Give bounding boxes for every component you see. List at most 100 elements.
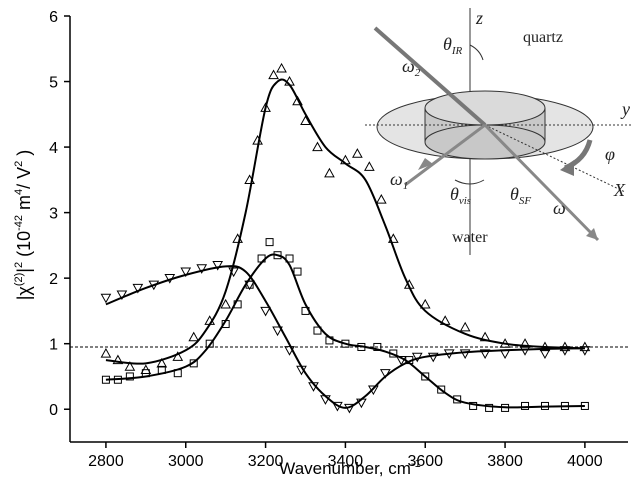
inset-label-text: φ [605,144,615,164]
triangle-down-point [132,283,144,294]
triangle-up-point [268,69,279,80]
y-axis-label-part: 2 [13,161,25,167]
square-point [205,339,214,348]
cylinder-top [424,90,546,126]
triangle-down-point [272,326,283,337]
inset-label: z [475,8,483,28]
triangle-up-point [419,298,431,309]
triangle-up-point [519,338,531,348]
arrow-head [560,160,574,176]
inset-label: water [452,229,488,246]
x-axis-line [484,124,626,193]
triangle-up-point [352,148,363,158]
inset-label: y [620,99,630,119]
y-axis-label-part: 2 [13,262,25,268]
square-point [421,372,430,381]
inset-label: φ [605,144,615,164]
fit-line [105,78,585,365]
triangle-up-point [324,167,335,178]
y-axis-label-part: / V [14,167,34,189]
triangle-down-point [579,346,591,356]
triangle-down-point [244,280,255,291]
triangle-up-point [312,141,323,152]
y-tick-label: 6 [49,9,58,26]
y-axis-label-part: (10 [14,231,34,262]
fit-line [105,265,585,409]
square-point [485,403,494,412]
inset-label-text: y [620,99,630,119]
triangle-up-point [459,321,471,332]
y-axis-label-part: m [14,195,34,215]
x-axis-label-part: Wavenumber, cm [279,459,411,478]
arrow-head [586,228,598,240]
ir-beam [373,26,487,127]
inset-label-sub: vis [459,195,471,207]
square-point [521,401,530,410]
triangle-up-point [100,347,112,358]
triangle-down-point [479,349,491,360]
triangle-up-point [300,115,311,125]
x-tick-label: 3800 [487,453,523,470]
y-axis-label-part: ) [14,150,34,161]
inset-label: ω1 [390,169,408,192]
y-axis-label-part: -42 [13,215,25,231]
sf-beam [483,123,600,242]
inset-label: θvis [450,184,471,207]
triangle-down-point [180,267,192,278]
angle-arc [469,44,484,61]
y-axis-label: |χ(2)|2 (10-42 m4/ V2 ) [13,150,34,301]
triangle-down-point [519,346,531,356]
inset-label-text: quartz [523,29,563,46]
inset-label-text: θ [443,34,452,54]
inset-label-text: ω [402,56,415,76]
inset-label-sub: IR [451,45,463,57]
triangle-up-point [172,351,184,361]
triangle-down-point [427,352,439,363]
inset-label-text: X [613,180,626,200]
y-axis-label-part: (2) [13,273,25,286]
triangle-up-point [276,62,287,73]
x-tick-label: 3000 [168,453,204,470]
x-tick-label: 2800 [88,453,124,470]
x-axis-label: Wavenumber, cm-1 [279,458,420,478]
y-tick-label: 3 [49,206,58,223]
inset-label: quartz [523,29,563,46]
inset-label-sub: 1 [403,180,409,192]
angle-arc [454,179,485,185]
y-tick-label: 1 [49,337,58,354]
triangle-down-point [196,264,208,274]
inset-label-sub: SF [519,195,532,207]
inset-label: θIR [443,34,463,57]
inset-label: X [613,180,626,200]
inset-label-text: ω [553,198,566,218]
square-point [313,326,322,335]
y-axis-label-part: | [14,268,34,273]
inset-label-sub: 2 [415,67,421,79]
vis-beam [404,123,486,187]
triangle-up-point [364,161,375,171]
x-tick-label: 4000 [567,453,603,470]
triangle-down-point [395,355,407,366]
triangle-up-point [156,357,168,368]
y-tick-label: 4 [49,140,58,157]
triangle-up-point [124,361,136,371]
inset-label-text: θ [510,184,519,204]
y-axis-label-part: |χ [14,286,34,301]
triangle-up-point [220,298,232,309]
triangle-up-point [252,134,263,145]
triangle-up-point [375,193,387,204]
inset-label: ω2 [402,56,421,79]
inset-label-text: ω [390,169,403,189]
triangle-up-point [292,95,303,106]
square-point [293,267,302,276]
square-point [373,342,382,351]
triangle-up-point [112,354,124,365]
square-point [265,238,274,247]
y-tick-label: 2 [49,271,58,288]
x-tick-label: 3200 [248,453,284,470]
triangle-down-point [260,306,271,317]
x-tick-label: 3400 [328,453,364,470]
inset-label: ω [553,198,566,218]
square-point [469,401,478,410]
